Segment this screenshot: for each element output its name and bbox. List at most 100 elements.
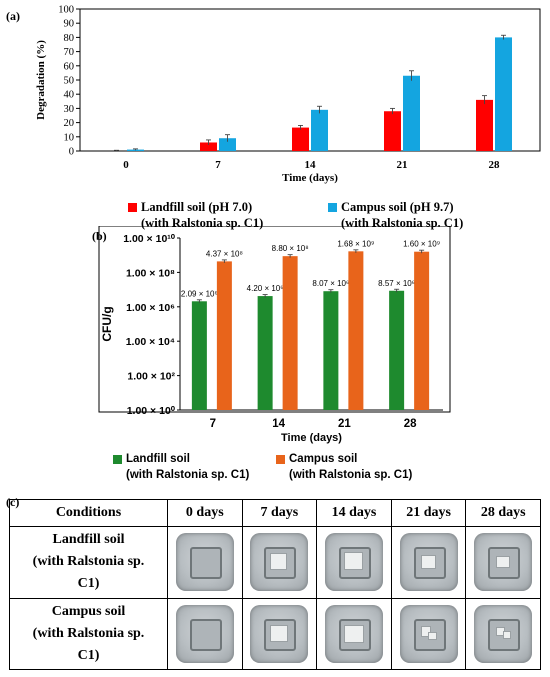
x-tick-label: 28 — [489, 159, 501, 171]
sample-photo — [474, 533, 533, 592]
sample-photo — [399, 533, 458, 592]
data-label: 1.60 × 10⁹ — [403, 240, 440, 249]
bar-campus — [311, 109, 328, 151]
condition-line: C1) — [77, 647, 100, 663]
bar-campus — [282, 256, 298, 410]
photo-cell — [390, 526, 467, 599]
y-tick-label: 60 — [64, 61, 75, 72]
x-tick-label: 14 — [272, 418, 285, 430]
sample-photo — [175, 604, 234, 663]
sample-photo — [175, 533, 234, 592]
bar-campus — [348, 251, 364, 410]
x-tick-label: 0 — [123, 159, 129, 171]
x-tick-label: 14 — [305, 159, 317, 171]
bar-landfill — [323, 291, 339, 410]
data-label: 8.57 × 10⁶ — [378, 279, 415, 288]
x-tick-label: 28 — [404, 418, 417, 430]
legend-b-item-1: Landfill soil (with Ralstonia sp. C1) — [113, 451, 249, 483]
plot-frame — [98, 226, 451, 413]
y-tick-label: 1.00 × 10⁰ — [127, 405, 176, 417]
x-tick-label: 7 — [210, 418, 216, 430]
condition-line: (with Ralstonia sp. — [32, 554, 145, 570]
photo-cell — [167, 597, 243, 670]
bar-landfill — [389, 290, 405, 410]
y-tick-label: 30 — [64, 104, 75, 115]
bar-campus — [403, 75, 420, 151]
photo-cell — [167, 526, 243, 599]
data-label: 8.80 × 10⁸ — [272, 244, 309, 253]
photo-cell — [390, 597, 467, 670]
sample-photo — [324, 604, 383, 663]
legend-b-label-2: Campus soil — [289, 453, 358, 465]
condition-cell: Landfill soil (with Ralstonia sp. C1) — [9, 526, 168, 599]
sample-photo — [399, 604, 458, 663]
y-tick-label: 0 — [69, 147, 74, 158]
y-tick-label: 10 — [64, 132, 75, 143]
condition-cell: Campus soil (with Ralstonia sp. C1) — [9, 597, 168, 670]
column-header: Conditions — [9, 499, 168, 527]
y-tick-label: 1.00 × 10⁶ — [126, 302, 175, 314]
y-axis-title: CFU/g — [100, 306, 114, 341]
bar-campus — [127, 149, 144, 151]
x-tick-label: 21 — [338, 418, 351, 430]
x-axis-title: Time (days) — [282, 172, 338, 184]
condition-line: Landfill soil — [52, 532, 125, 548]
x-tick-label: 21 — [397, 159, 408, 171]
table-row: Landfill soil (with Ralstonia sp. C1) — [9, 526, 541, 599]
bar-campus — [216, 261, 232, 410]
legend-b-swatch-1 — [113, 455, 122, 464]
x-axis-title: Time (days) — [281, 432, 342, 444]
data-label: 8.07 × 10⁶ — [312, 279, 349, 288]
table-header-row: Conditions 0 days 7 days 14 days 21 days… — [9, 499, 541, 527]
panel-label: (a) — [6, 9, 20, 23]
column-header: 28 days — [465, 499, 541, 527]
condition-line: C1) — [77, 576, 100, 592]
bar-landfill — [257, 296, 273, 410]
y-tick-label: 1.00 × 10⁸ — [126, 267, 175, 279]
y-tick-label: 1.00 × 10⁴ — [126, 336, 175, 348]
photo-cell — [316, 597, 392, 670]
condition-line: (with Ralstonia sp. — [32, 625, 145, 641]
data-label: 2.09 × 10⁶ — [181, 289, 218, 298]
legend-a-label-1: Landfill soil (pH 7.0) — [141, 200, 253, 214]
y-tick-label: 100 — [58, 5, 74, 16]
data-label: 4.37 × 10⁸ — [206, 249, 243, 258]
y-tick-label: 80 — [64, 33, 75, 44]
legend-b-swatch-2 — [276, 455, 285, 464]
y-axis-title: Degradation (%) — [35, 40, 47, 120]
bar-landfill — [384, 111, 401, 151]
condition-line: Campus soil — [51, 603, 126, 619]
legend-b-item-2: Campus soil (with Ralstonia sp. C1) — [276, 451, 412, 483]
bar-campus — [414, 251, 430, 410]
bar-landfill — [476, 99, 493, 151]
photo-cell — [241, 597, 318, 670]
sample-photo — [250, 533, 309, 592]
photo-cell — [241, 526, 318, 599]
plot-frame — [79, 8, 541, 152]
column-header: 14 days — [316, 499, 392, 527]
sample-photo — [324, 533, 383, 592]
bar-landfill — [191, 301, 207, 410]
y-tick-label: 1.00 × 10² — [127, 371, 175, 383]
photo-cell — [465, 597, 541, 670]
sample-photo — [474, 604, 533, 663]
bar-campus — [219, 138, 236, 151]
legend-b-sublabel-1: (with Ralstonia sp. C1) — [126, 469, 250, 481]
y-tick-label: 40 — [64, 90, 75, 101]
y-tick-label: 20 — [64, 118, 75, 129]
bar-landfill — [292, 127, 309, 151]
bar-campus — [495, 37, 512, 151]
sample-photo — [250, 604, 309, 663]
legend-a-swatch-2 — [328, 203, 337, 212]
legend-a-swatch-1 — [128, 203, 137, 212]
column-header: 7 days — [241, 499, 318, 527]
column-header: 0 days — [167, 499, 243, 527]
photo-cell — [465, 526, 541, 599]
y-tick-label: 90 — [64, 19, 75, 30]
y-tick-label: 50 — [64, 76, 75, 87]
y-tick-label: 70 — [64, 47, 75, 58]
data-label: 1.68 × 10⁹ — [337, 239, 374, 248]
photo-table: Conditions 0 days 7 days 14 days 21 days… — [9, 499, 541, 670]
column-header: 21 days — [390, 499, 467, 527]
